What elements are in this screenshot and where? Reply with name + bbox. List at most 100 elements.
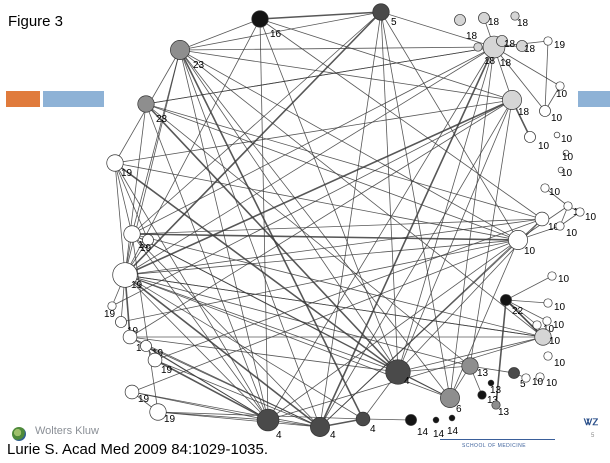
node-circle <box>123 225 141 243</box>
node-l19c: 19 <box>140 234 154 254</box>
node-circle <box>137 95 155 113</box>
node-label: 10 <box>548 222 560 233</box>
edge-a23t-b6 <box>179 49 451 399</box>
edge-a16-b4d <box>259 18 399 373</box>
node-label: 18 <box>488 17 500 28</box>
edge-a23-l19d <box>124 103 147 276</box>
edge-a5-b6 <box>380 11 451 399</box>
node-c10l: 10 <box>508 230 536 257</box>
node-circle <box>562 149 570 157</box>
node-circle <box>142 234 154 246</box>
edge-c10h-l19d <box>124 218 543 276</box>
edge-a5-a23t <box>179 11 382 51</box>
edge-r18d-c10a <box>493 46 561 87</box>
node-label: 6 <box>456 404 462 415</box>
node-circle <box>478 12 490 24</box>
node-label: 4 <box>276 430 282 441</box>
node-label: 19 <box>161 365 173 376</box>
edge-a23t-r18m <box>179 49 513 101</box>
node-label: 19 <box>138 240 150 251</box>
node-circle <box>502 90 522 110</box>
node-l19j: 19 <box>124 384 150 405</box>
node-circle <box>534 328 552 346</box>
edge-c10q-l19b <box>131 233 544 338</box>
node-circle <box>473 42 483 52</box>
node-b6: 6 <box>440 388 462 415</box>
node-circle <box>524 131 536 143</box>
node-circle <box>557 166 565 174</box>
node-c10r: 10 <box>543 351 566 369</box>
node-label: 18 <box>504 39 516 50</box>
edge-r18d-l19b <box>131 46 495 235</box>
node-c10g: 10 <box>540 183 561 198</box>
edge-l19h-b4b <box>145 345 321 428</box>
node-label: 4 <box>330 430 336 441</box>
edge-a23-c10l <box>145 103 519 241</box>
accent-bar-blue-left <box>43 91 104 107</box>
slide-number: 5 <box>591 433 595 439</box>
node-circle <box>500 294 512 306</box>
edge-a16-a23t <box>179 18 261 51</box>
edge-c10h-l19i <box>154 218 543 361</box>
node-circle <box>539 105 551 117</box>
node-circle <box>107 301 117 311</box>
edge-c22-c10p <box>505 299 538 326</box>
node-circle <box>147 352 163 368</box>
edge-a23-b4d <box>145 103 399 373</box>
node-label: 5 <box>391 17 397 28</box>
node-circle <box>124 384 140 400</box>
node-circle <box>535 372 545 382</box>
edge-l19i-b4a <box>154 359 269 421</box>
node-circle <box>372 3 390 21</box>
node-circle <box>310 417 330 437</box>
node-label: 10 <box>585 212 597 223</box>
node-b14b: 14 <box>432 416 445 440</box>
edge-c22-c10o <box>505 299 548 322</box>
node-label: 18 <box>524 44 536 55</box>
node-c10m: 10 <box>547 271 570 285</box>
node-label: 19 <box>554 40 566 51</box>
node-circle <box>521 373 531 383</box>
node-circle <box>555 81 565 91</box>
edge-r18m-b4b <box>319 99 513 428</box>
edge-a16-l19d <box>124 18 261 276</box>
node-label: 10 <box>538 141 550 152</box>
node-b13b: 13 <box>477 390 499 406</box>
node-label: 19 <box>138 394 150 405</box>
node-l19d: 19 <box>112 262 143 291</box>
edge-l19d-b4b <box>124 274 321 428</box>
edge-a5-r18d <box>380 11 495 48</box>
node-label: 10 <box>562 152 574 163</box>
edge-c22-b13d <box>495 299 507 406</box>
publisher-logo-text: Wolters Kluw <box>35 425 99 437</box>
edge-r18d-c10b <box>493 46 546 112</box>
node-r18f: 18 <box>516 40 536 55</box>
edge-c10l-b6 <box>449 239 519 399</box>
node-label: 10 <box>549 187 561 198</box>
edge-a16-c10h <box>259 18 543 220</box>
node-c10s: 10 <box>535 372 558 389</box>
node-circle <box>405 414 417 426</box>
node-label: 23 <box>193 60 205 71</box>
node-circle <box>491 400 501 410</box>
node-c10d: 10 <box>553 131 573 145</box>
edge-l19d-l19a <box>114 162 126 276</box>
edge-b4c-b14a <box>362 418 412 421</box>
node-b4c: 4 <box>355 411 376 435</box>
node-label: 22 <box>512 306 524 317</box>
node-label: 10 <box>554 302 566 313</box>
node-circle <box>477 390 487 400</box>
edge-r19-c10b <box>544 40 549 112</box>
node-label: 18 <box>484 56 496 67</box>
node-circle <box>122 329 138 345</box>
node-circle <box>543 351 553 361</box>
node-b4d: 4 <box>385 359 411 387</box>
node-circle <box>516 40 528 52</box>
edge-r18d-a23 <box>145 46 495 105</box>
edge-c22-c10m <box>505 275 553 301</box>
node-a23t: 23 <box>170 40 205 71</box>
edge-c10l-l19b <box>131 233 519 241</box>
node-label: 19 <box>140 243 152 254</box>
edge-l19d-b4d <box>124 274 399 373</box>
node-c22: 22 <box>500 294 524 317</box>
